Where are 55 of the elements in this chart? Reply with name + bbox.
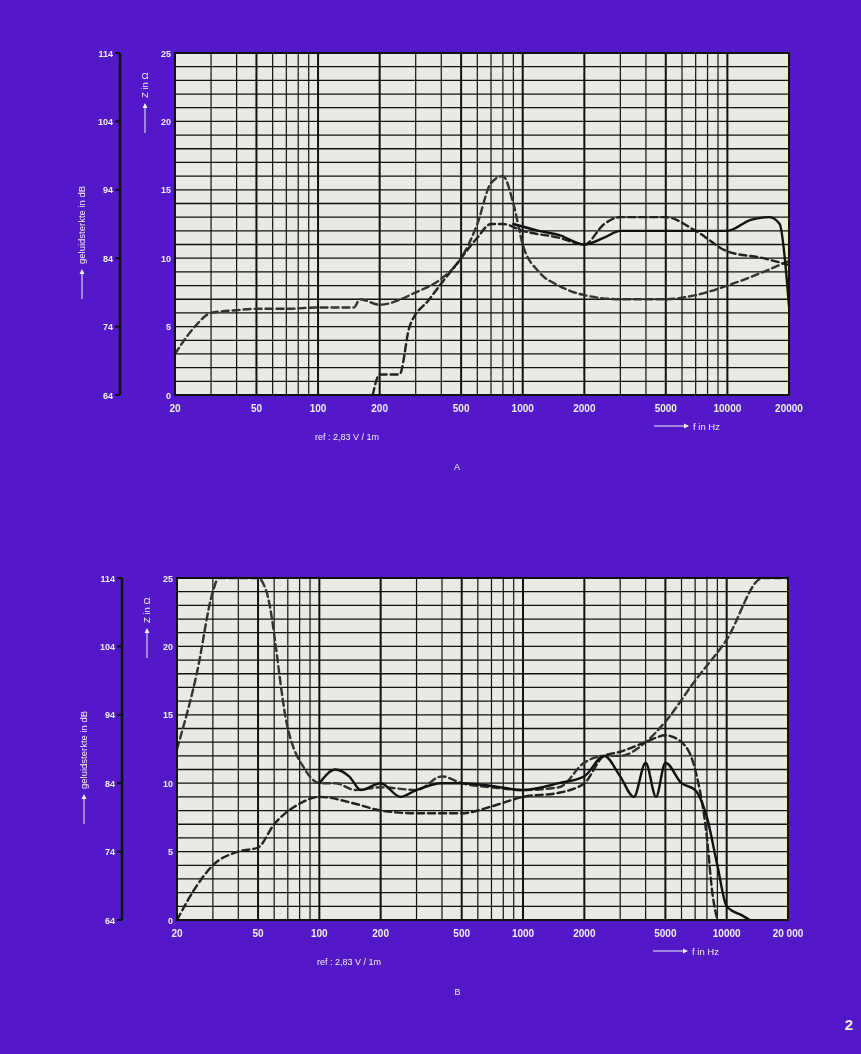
y2-axis-title: Z in Ω [139,72,150,98]
x-tick-label: 500 [452,403,470,414]
y-tick-label: 104 [99,641,115,652]
x-tick-label: 20000 [775,403,804,414]
y-axis-title: geluidsterkte in dB [76,185,87,264]
y2-tick-label: 25 [162,573,173,584]
y-tick-label: 114 [98,48,113,59]
y2-tick-label: 25 [160,48,171,59]
y-tick-label: 84 [104,778,115,789]
y-tick-label: 114 [100,573,115,584]
x-tick-label: 20 [169,403,181,414]
y2-axis-title: Z in Ω [141,597,152,623]
x-tick-label: 5000 [654,403,678,414]
text: B [454,987,461,997]
y2-tick-label: 10 [160,253,171,264]
x-tick-label: 1000 [511,928,535,939]
y2-tick-label: 5 [165,322,171,333]
x-tick-label: 500 [453,928,471,939]
text: A [453,462,461,472]
x-tick-label: 50 [250,403,263,414]
y2-tick-label: 20 [160,116,171,127]
x-axis-title: f in Hz [693,421,721,432]
x-tick-label: 2000 [573,403,596,414]
y-tick-label: 94 [104,710,115,721]
y2-tick-label: 15 [160,185,171,196]
x-tick-label: 20 [171,928,183,939]
x-tick-label: 200 [372,928,390,939]
y2-tick-label: 15 [162,710,173,721]
x-tick-label: 20 000 [772,928,804,939]
x-tick-label: 10000 [712,928,742,939]
x-tick-label: 100 [311,928,329,939]
x-tick-label: 10000 [713,403,742,414]
y2-tick-label: 5 [167,847,173,858]
x-tick-label: 50 [252,928,265,939]
y-tick-label: 84 [102,253,113,264]
y-tick-label: 74 [104,847,115,858]
y2-tick-label: 0 [167,915,173,926]
y-tick-label: 104 [97,116,113,127]
y-tick-label: 94 [102,185,113,196]
x-tick-label: 200 [371,403,389,414]
x-tick-label: 1000 [511,403,535,414]
x-axis-title: f in Hz [692,946,720,957]
x-tick-label: 100 [309,403,327,414]
y2-tick-label: 0 [165,390,171,401]
text: ref : 2,83 V / 1m [315,432,380,442]
text: ref : 2,83 V / 1m [317,957,382,967]
y-tick-label: 64 [104,915,115,926]
y-axis-title: geluidsterkte in dB [78,710,89,789]
text: 2 [844,1016,853,1033]
x-tick-label: 5000 [654,928,677,939]
y-tick-label: 74 [102,322,113,333]
x-tick-label: 2000 [573,928,596,939]
y2-tick-label: 10 [162,778,173,789]
y2-tick-label: 20 [162,641,173,652]
y-tick-label: 64 [102,390,113,401]
